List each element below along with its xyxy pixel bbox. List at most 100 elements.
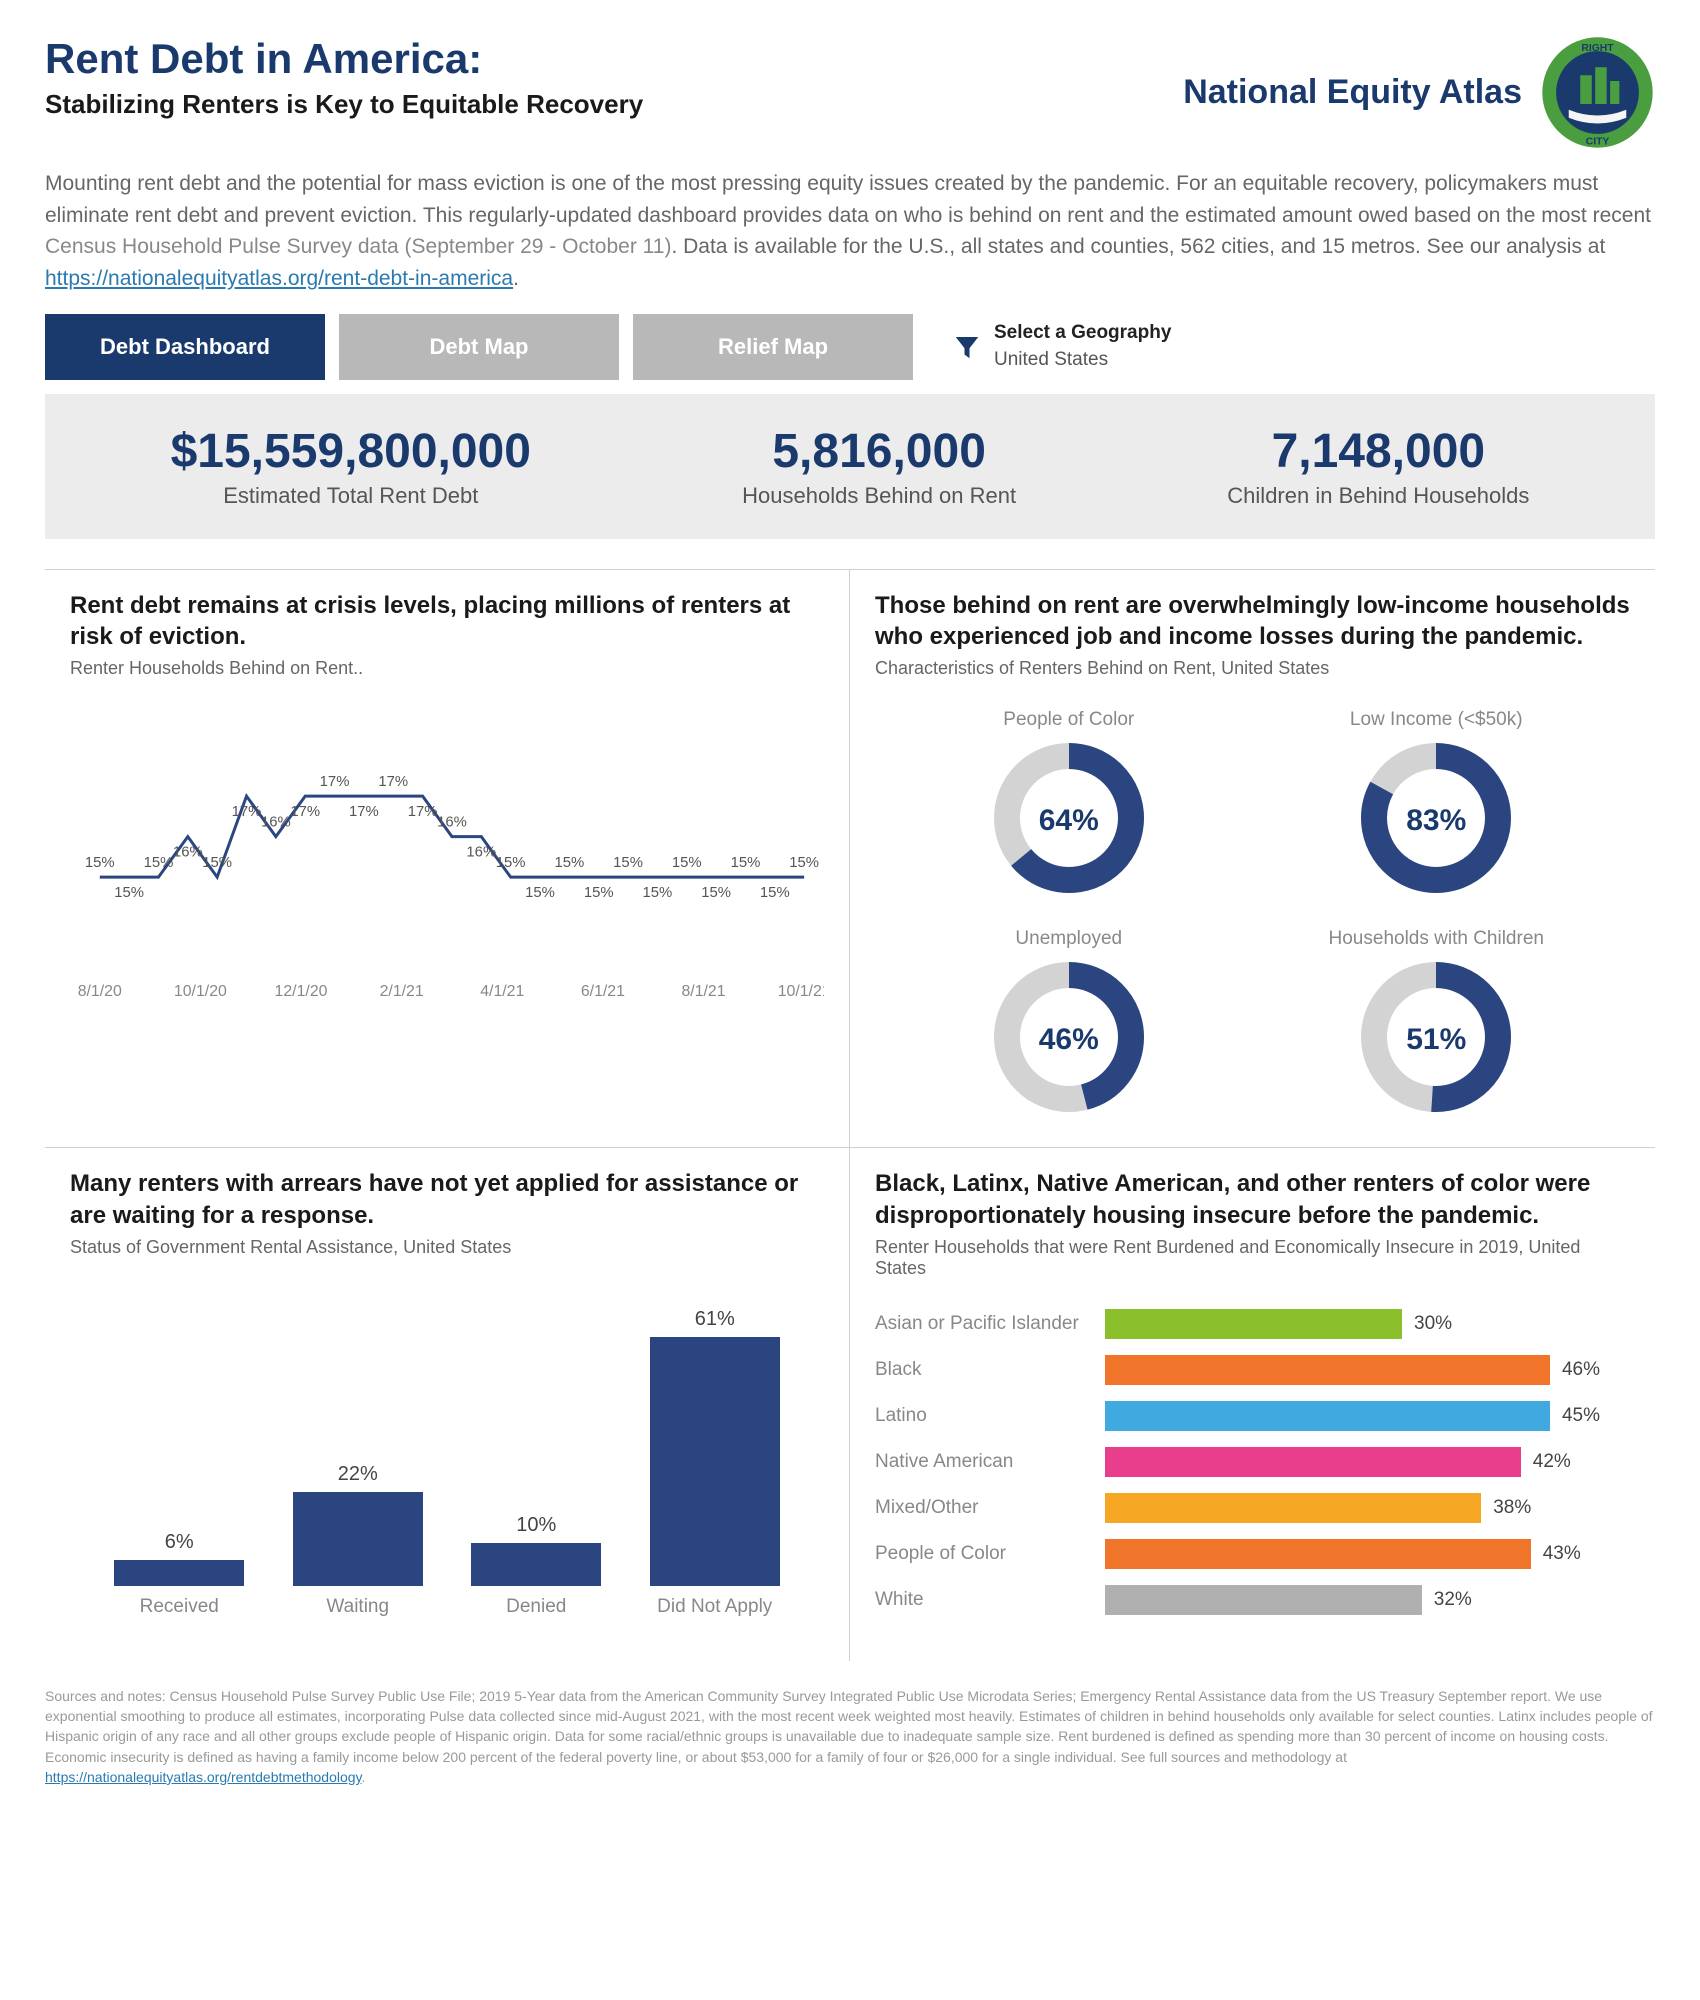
donut-chart: 83% [1361, 743, 1511, 898]
bar-v-rect [650, 1337, 780, 1586]
intro-text-3: . [513, 267, 519, 290]
tab-relief-map[interactable]: Relief Map [633, 314, 913, 380]
page-title: Rent Debt in America: [45, 35, 643, 83]
svg-text:8/1/21: 8/1/21 [681, 983, 725, 1000]
brand-text: National Equity Atlas [1183, 73, 1522, 112]
bar-v-rect [293, 1492, 423, 1586]
bar-h-track: 30% [1105, 1309, 1600, 1339]
svg-text:15%: 15% [731, 856, 761, 872]
svg-text:10/1/21: 10/1/21 [778, 983, 824, 1000]
svg-text:15%: 15% [672, 856, 702, 872]
tab-debt-dashboard[interactable]: Debt Dashboard [45, 314, 325, 380]
donut-chart: 51% [1361, 962, 1511, 1117]
svg-text:10/1/20: 10/1/20 [174, 983, 227, 1000]
bar-h-percent: 42% [1533, 1451, 1571, 1473]
geo-filter-label: Select a Geography [994, 320, 1171, 347]
footer-notes: Sources and notes: Census Household Puls… [45, 1686, 1655, 1787]
bar-v-label: Received [140, 1596, 219, 1618]
svg-text:15%: 15% [85, 856, 115, 872]
bar-v-rect [114, 1560, 244, 1586]
intro-link-2[interactable]: https://nationalequityatlas.org/rent-deb… [45, 267, 513, 290]
line-chart: 15%15%15%16%15%17%16%17%17%17%17%17%16%1… [70, 699, 824, 1009]
donut-percent: 64% [1039, 804, 1099, 838]
svg-text:16%: 16% [437, 815, 467, 831]
bar-v-item: 61% Did Not Apply [636, 1308, 793, 1618]
donut-chart: 46% [994, 962, 1144, 1117]
svg-text:17%: 17% [232, 804, 262, 820]
svg-text:17%: 17% [320, 775, 350, 791]
bar-v-percent: 61% [695, 1308, 735, 1331]
footer-link[interactable]: https://nationalequityatlas.org/rentdebt… [45, 1769, 362, 1785]
donut-cell: Low Income (<$50k) 83% [1273, 709, 1601, 898]
panel-donuts: Those behind on rent are overwhelmingly … [850, 569, 1655, 1147]
right-to-city-logo: RIGHT CITY [1540, 35, 1655, 150]
bar-h-row: Black 46% [875, 1355, 1600, 1385]
bar-h-label: Black [875, 1359, 1105, 1381]
bar-vertical-chart: 6% Received 22% Waiting 10% Denied 61% D… [70, 1278, 824, 1618]
bar-h-row: Latino 45% [875, 1401, 1600, 1431]
bar-h-row: White 32% [875, 1585, 1600, 1615]
bar-h-label: Asian or Pacific Islander [875, 1313, 1105, 1335]
bar-h-row: People of Color 43% [875, 1539, 1600, 1569]
stat-total-debt: $15,559,800,000 Estimated Total Rent Deb… [171, 424, 531, 509]
bar-v-percent: 10% [516, 1514, 556, 1537]
svg-text:4/1/21: 4/1/21 [480, 983, 524, 1000]
bar-v-percent: 6% [165, 1531, 194, 1554]
funnel-icon [952, 332, 982, 362]
bar-h-track: 45% [1105, 1401, 1600, 1431]
donut-chart: 64% [994, 743, 1144, 898]
bar-h-rect [1105, 1355, 1550, 1385]
bar-h-label: Latino [875, 1405, 1105, 1427]
svg-text:16%: 16% [466, 845, 496, 861]
bar-h-percent: 45% [1562, 1405, 1600, 1427]
stat-value: 5,816,000 [742, 424, 1016, 479]
svg-text:8/1/20: 8/1/20 [78, 983, 122, 1000]
donut-grid: People of Color 64% Low Income (<$50k) 8… [875, 699, 1630, 1127]
panel-title: Black, Latinx, Native American, and othe… [875, 1168, 1630, 1230]
stat-children-behind: 7,148,000 Children in Behind Households [1227, 424, 1529, 509]
intro-text-1: Mounting rent debt and the potential for… [45, 172, 1651, 227]
bar-h-percent: 32% [1434, 1589, 1472, 1611]
donut-percent: 83% [1406, 804, 1466, 838]
bar-v-item: 22% Waiting [279, 1308, 436, 1618]
geography-filter[interactable]: Select a Geography United States [952, 320, 1171, 373]
bar-v-item: 6% Received [101, 1308, 258, 1618]
bar-v-label: Waiting [326, 1596, 389, 1618]
stat-label: Children in Behind Households [1227, 483, 1529, 509]
intro-paragraph: Mounting rent debt and the potential for… [45, 168, 1655, 294]
bar-h-track: 42% [1105, 1447, 1600, 1477]
svg-text:17%: 17% [290, 804, 320, 820]
geo-filter-text: Select a Geography United States [994, 320, 1171, 373]
bar-h-rect [1105, 1493, 1481, 1523]
svg-text:15%: 15% [525, 885, 555, 901]
panel-bar-vertical: Many renters with arrears have not yet a… [45, 1147, 850, 1660]
panel-subtitle: Characteristics of Renters Behind on Ren… [875, 658, 1630, 679]
svg-text:15%: 15% [144, 856, 174, 872]
bar-h-row: Asian or Pacific Islander 30% [875, 1309, 1600, 1339]
bar-v-rect [471, 1543, 601, 1586]
page-subtitle: Stabilizing Renters is Key to Equitable … [45, 89, 643, 120]
stat-label: Households Behind on Rent [742, 483, 1016, 509]
svg-text:15%: 15% [701, 885, 731, 901]
panel-title: Those behind on rent are overwhelmingly … [875, 590, 1630, 652]
svg-text:17%: 17% [378, 775, 408, 791]
svg-text:6/1/21: 6/1/21 [581, 983, 625, 1000]
donut-label: Households with Children [1273, 928, 1601, 950]
bar-horizontal-chart: Asian or Pacific Islander 30% Black 46% … [875, 1299, 1630, 1641]
bar-h-label: People of Color [875, 1543, 1105, 1565]
donut-label: Unemployed [905, 928, 1233, 950]
footer-text: Sources and notes: Census Household Puls… [45, 1688, 1653, 1765]
donut-percent: 46% [1039, 1023, 1099, 1057]
stat-value: $15,559,800,000 [171, 424, 531, 479]
bar-h-track: 43% [1105, 1539, 1600, 1569]
donut-percent: 51% [1406, 1023, 1466, 1057]
tab-debt-map[interactable]: Debt Map [339, 314, 619, 380]
donut-label: People of Color [905, 709, 1233, 731]
bar-h-row: Native American 42% [875, 1447, 1600, 1477]
donut-cell: Unemployed 46% [905, 928, 1233, 1117]
donut-cell: Households with Children 51% [1273, 928, 1601, 1117]
tab-row: Debt Dashboard Debt Map Relief Map Selec… [45, 314, 1655, 380]
bar-v-label: Denied [506, 1596, 566, 1618]
bar-h-percent: 30% [1414, 1313, 1452, 1335]
svg-text:15%: 15% [789, 856, 819, 872]
